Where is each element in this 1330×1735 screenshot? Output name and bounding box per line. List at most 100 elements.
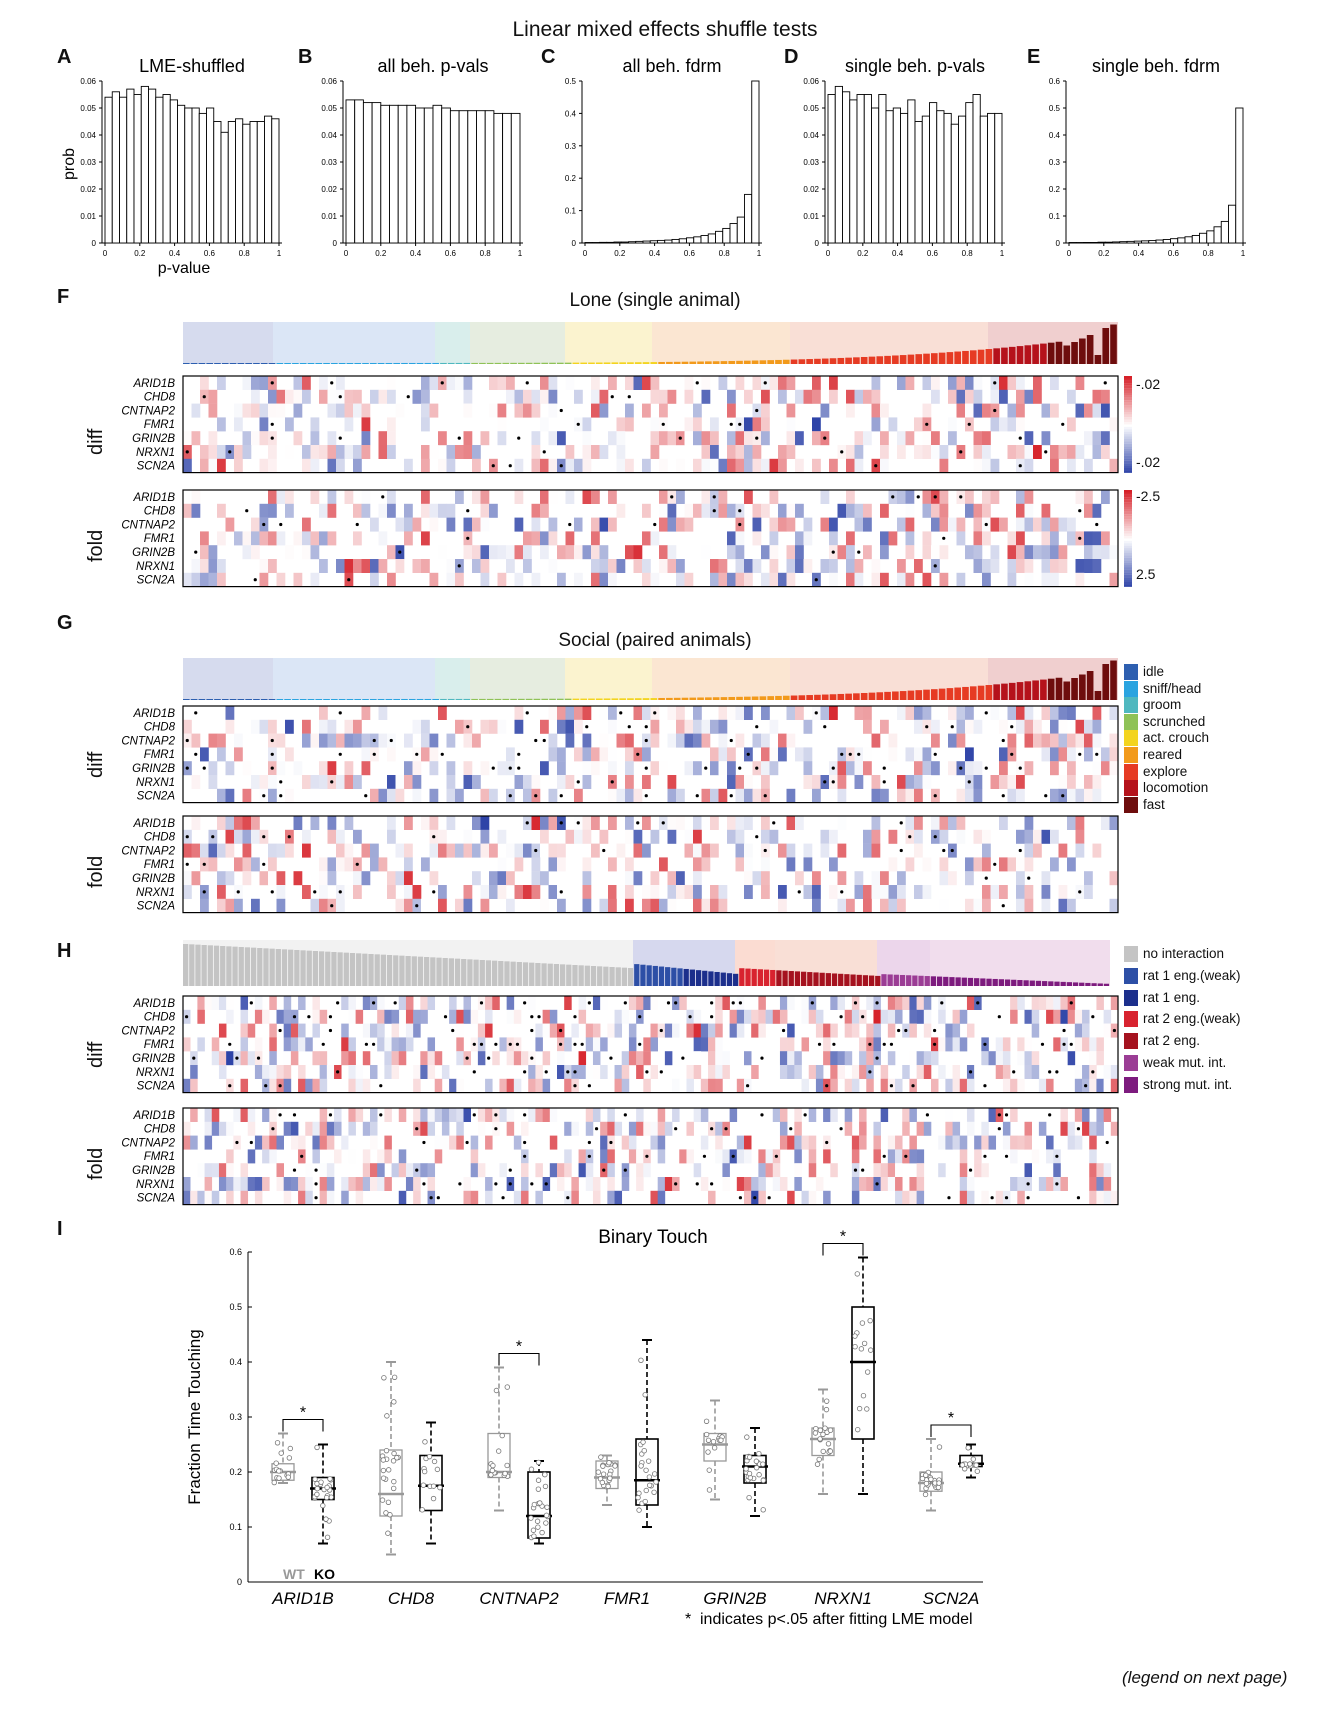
y-tick-label: 0: [92, 239, 97, 248]
heat-cell: [621, 1135, 630, 1150]
behavior-bar: [642, 698, 650, 700]
heat-cell: [269, 1037, 277, 1052]
heat-cell: [251, 389, 260, 404]
heat-cell: [880, 719, 889, 734]
significance-dot: [897, 1028, 901, 1033]
histogram-bar: [744, 193, 753, 244]
heat-cell: [477, 1108, 486, 1122]
heat-cell: [582, 747, 592, 762]
heat-cell: [684, 572, 694, 587]
heat-cell: [183, 572, 192, 587]
behavior-bar: [479, 362, 486, 364]
interaction-bar: [652, 965, 658, 986]
colorbar-step: [1124, 392, 1132, 396]
heat-cell: [412, 517, 422, 532]
significance-dot: [508, 1182, 512, 1186]
heat-cell: [909, 1023, 917, 1038]
box-fmr1-wt: [594, 1454, 620, 1506]
heat-cell: [625, 816, 634, 830]
data-point: [923, 1472, 929, 1478]
behavior-bar: [658, 361, 665, 364]
heat-cell: [965, 545, 974, 560]
heat-cell: [1050, 517, 1059, 532]
heat-cell: [1007, 559, 1017, 573]
heat-cell: [922, 857, 932, 872]
heat-cell: [1074, 1078, 1083, 1093]
significance-dot: [899, 848, 903, 853]
heat-cell: [326, 1121, 335, 1136]
interaction-bar: [325, 951, 331, 986]
interaction-bar: [961, 977, 967, 986]
significance-dot: [899, 821, 903, 825]
heat-cell: [218, 1065, 227, 1079]
significance-dot: [576, 821, 580, 825]
heat-cell: [1024, 1163, 1032, 1178]
heat-cell: [540, 829, 549, 844]
x-tick-label: 0: [344, 249, 349, 258]
heat-cell: [616, 559, 626, 573]
heat-cell: [880, 431, 889, 446]
significance-dot: [432, 890, 436, 894]
heat-cell: [377, 1163, 385, 1178]
heat-cell: [1053, 1037, 1061, 1052]
y-tick-label: 0.05: [321, 104, 337, 113]
heat-cell: [446, 775, 456, 789]
heat-cell: [427, 1037, 436, 1052]
significance-dot: [440, 381, 444, 385]
significance-dot: [494, 1042, 498, 1046]
heat-cell: [999, 517, 1008, 532]
heat-cell: [945, 1135, 953, 1150]
heat-cell: [608, 857, 617, 872]
heat-cell: [965, 490, 974, 504]
heat-cell: [650, 829, 660, 844]
behavior-bar: [393, 698, 400, 700]
heat-cell: [735, 531, 745, 546]
heat-cell: [1024, 843, 1034, 858]
significance-dot: [644, 794, 648, 798]
heat-cell: [1007, 733, 1017, 748]
heat-cell: [557, 761, 566, 776]
heat-cell: [607, 1108, 615, 1122]
colorbar-step: [1124, 557, 1132, 561]
behavior-bar: [525, 362, 533, 364]
significance-dot: [695, 794, 699, 798]
colorbar-step: [1124, 443, 1132, 447]
heat-cell: [200, 898, 209, 913]
heat-cell: [863, 843, 872, 858]
significance-dot: [1012, 1070, 1016, 1074]
heat-cell: [472, 816, 481, 830]
histogram-bar: [397, 104, 408, 244]
data-point: [493, 1387, 500, 1394]
significance-dot: [746, 752, 750, 756]
heat-cell: [1041, 545, 1051, 560]
heat-cell: [404, 898, 413, 913]
heat-cell: [421, 559, 430, 573]
interaction-bar: [893, 974, 899, 986]
significance-dot: [623, 1113, 627, 1117]
data-point: [314, 1444, 320, 1451]
behavior-bar: [923, 689, 930, 700]
heat-cell: [887, 996, 896, 1010]
behavior-bar: [860, 692, 868, 700]
heat-cell: [1024, 517, 1034, 532]
heat-cell: [557, 857, 566, 872]
interaction-bar: [461, 959, 467, 986]
heat-cell: [217, 898, 226, 913]
heat-cell: [254, 1135, 263, 1150]
heat-cell: [523, 389, 532, 404]
behavior-bar: [627, 362, 634, 364]
heat-cell: [616, 431, 626, 446]
heat-cell: [708, 1065, 716, 1079]
heat-cell: [758, 1149, 766, 1164]
heat-cell: [650, 885, 660, 899]
heat-cell: [574, 545, 583, 560]
heat-cell: [727, 706, 736, 720]
heat-cell: [667, 431, 677, 446]
heat-cell: [446, 517, 456, 532]
heat-cell: [591, 445, 600, 459]
behavior-bar: [1055, 341, 1063, 364]
heat-cell: [290, 1121, 299, 1136]
heat-cell: [854, 431, 864, 446]
heat-cell: [1060, 1177, 1068, 1191]
